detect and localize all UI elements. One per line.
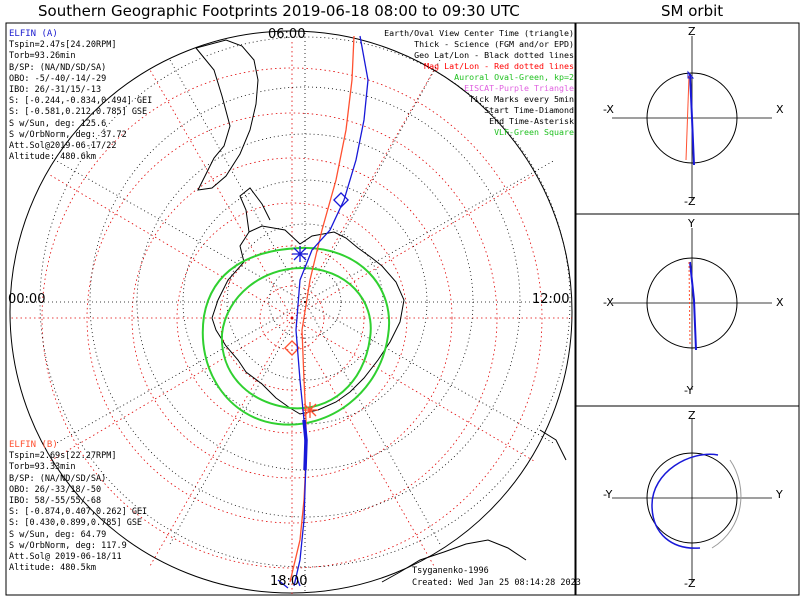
legend-item: Start Time-Diamond <box>484 105 574 115</box>
south-america-outline <box>195 39 259 191</box>
orbit-yz-left: -Y <box>603 488 613 501</box>
created-credit: Created: Wed Jan 25 08:14:28 2023 <box>412 578 581 588</box>
elfin-a-path <box>293 35 369 587</box>
time-label-bottom: 18:00 <box>270 574 308 589</box>
time-label-right: 12:00 <box>532 292 570 307</box>
elfin-b-path <box>289 35 355 583</box>
legend: Earth/Oval View Center Time (triangle) T… <box>370 28 574 138</box>
time-label-left: 00:00 <box>8 292 46 307</box>
map-horizon-circle <box>9 30 573 594</box>
info-line: S w/Sun, deg: 125.6 <box>9 118 107 129</box>
info-line: OBO: -5/-40/-14/-29 <box>9 73 107 84</box>
elfin-a-tick-marks <box>277 575 301 589</box>
info-line: Altitude: 480.6km <box>9 152 96 163</box>
orbit-panel-xz <box>612 36 772 200</box>
legend-item: Geo Lat/Lon - Black dotted lines <box>414 50 574 60</box>
orbit-xz-left: -X <box>603 103 614 116</box>
orbit-yz-bottom: -Z <box>684 577 696 590</box>
orbit-xy-left: -X <box>603 296 614 309</box>
time-label-top: 06:00 <box>268 27 306 42</box>
antarctica-outline <box>211 225 405 415</box>
legend-item: Mag Lat/Lon - Red dotted lines <box>424 61 574 71</box>
legend-item: Earth/Oval View Center Time (triangle) <box>384 28 574 38</box>
info-line: S: [-0.581,0.212,0.785] GSE <box>9 107 148 118</box>
model-credit: Tsyganenko-1996 <box>412 566 489 576</box>
continents <box>195 39 567 583</box>
orbit-xz-right: X <box>776 103 784 116</box>
polar-map <box>9 30 573 595</box>
legend-item: Auroral Oval-Green, kp=2 <box>454 72 574 82</box>
elfin-b-name: ELFIN (B) <box>9 440 58 450</box>
info-line: B/SP: (NA/ND/SD/SA) <box>9 473 107 484</box>
legend-item: Thick - Science (FGM and/or EPD) <box>414 39 574 49</box>
info-line: S: [0.430,0.899,0.785] GSE <box>9 518 143 529</box>
info-line: S: [-0.244,-0.834,0.494] GEI <box>9 96 153 107</box>
elfin-a-science-segment <box>302 419 308 471</box>
auroral-oval-outer <box>201 246 391 426</box>
info-line: S w/OrbNorm, deg: 117.9 <box>9 540 127 551</box>
info-line: Att.Sol@2019-06-17/22 <box>9 141 117 152</box>
map-title: Southern Geographic Footprints 2019-06-1… <box>38 2 520 20</box>
orbit-panel-yz <box>612 418 772 582</box>
auroral-oval <box>201 246 391 426</box>
orbit-xy-frame <box>575 213 800 407</box>
info-line: OBO: 26/-33/18/-50 <box>9 484 102 495</box>
orbit-title: SM orbit <box>661 2 724 20</box>
orbit-xy-top: Y <box>688 217 695 230</box>
geo-lat-grid <box>20 30 571 592</box>
info-line: Torb=93.26min <box>9 51 76 62</box>
info-line: Torb=93.33min <box>9 462 76 473</box>
elfin-a-end-asterisk <box>292 246 308 262</box>
orbit-yz-right: Y <box>776 488 783 501</box>
orbit-panel-xy <box>612 228 772 390</box>
mag-lat-grid <box>10 40 572 595</box>
antarctic-peninsula <box>239 187 271 233</box>
elfin-a-track <box>277 35 369 589</box>
legend-item: VLF-Green Square <box>494 127 574 137</box>
orbit-yz-frame <box>575 405 800 596</box>
info-line: IBO: 58/-55/55/-68 <box>9 496 102 507</box>
info-line: Tspin=2.69s[22.27RPM] <box>9 451 117 462</box>
info-line: Att.Sol@ 2019-06-18/11 <box>9 552 122 563</box>
elfin-b-start-diamond <box>284 340 300 356</box>
info-line: Tspin=2.47s[24.20RPM] <box>9 40 117 51</box>
info-line: S w/Sun, deg: 64.79 <box>9 529 107 540</box>
nz-outline <box>539 429 567 461</box>
info-line: IBO: 26/-31/15/-13 <box>9 85 102 96</box>
legend-item: Tick Marks every 5min <box>469 94 574 104</box>
elfin-a-info: ELFIN (A) Tspin=2.47s[24.20RPM] Torb=93.… <box>9 29 152 163</box>
info-line: Altitude: 480.5km <box>9 563 96 574</box>
orbit-yz-top: Z <box>688 409 696 422</box>
elfin-b-info: ELFIN (B) Tspin=2.69s[22.27RPM] Torb=93.… <box>9 440 147 574</box>
elfin-b-track <box>284 35 355 583</box>
auroral-oval-inner <box>220 266 372 410</box>
orbit-xz-bottom: -Z <box>684 195 696 208</box>
map-frame <box>5 22 576 596</box>
orbit-xy-right: X <box>776 296 784 309</box>
elfin-a-name: ELFIN (A) <box>9 29 58 39</box>
elfin-b-end-asterisk <box>302 402 318 418</box>
legend-item: EISCAT-Purple Triangle <box>464 83 574 93</box>
legend-item: End Time-Asterisk <box>489 116 574 126</box>
australia-outline <box>381 539 527 583</box>
info-line: S: [-0.874,0.407,0.262] GEI <box>9 507 148 518</box>
info-line: S w/OrbNorm, deg: 37.72 <box>9 129 127 140</box>
orbit-xy-bottom: -Y <box>684 384 694 397</box>
info-line: B/SP: (NA/ND/SD/SA) <box>9 62 107 73</box>
orbit-xz-top: Z <box>688 25 696 38</box>
elfin-a-start-diamond <box>333 192 349 208</box>
